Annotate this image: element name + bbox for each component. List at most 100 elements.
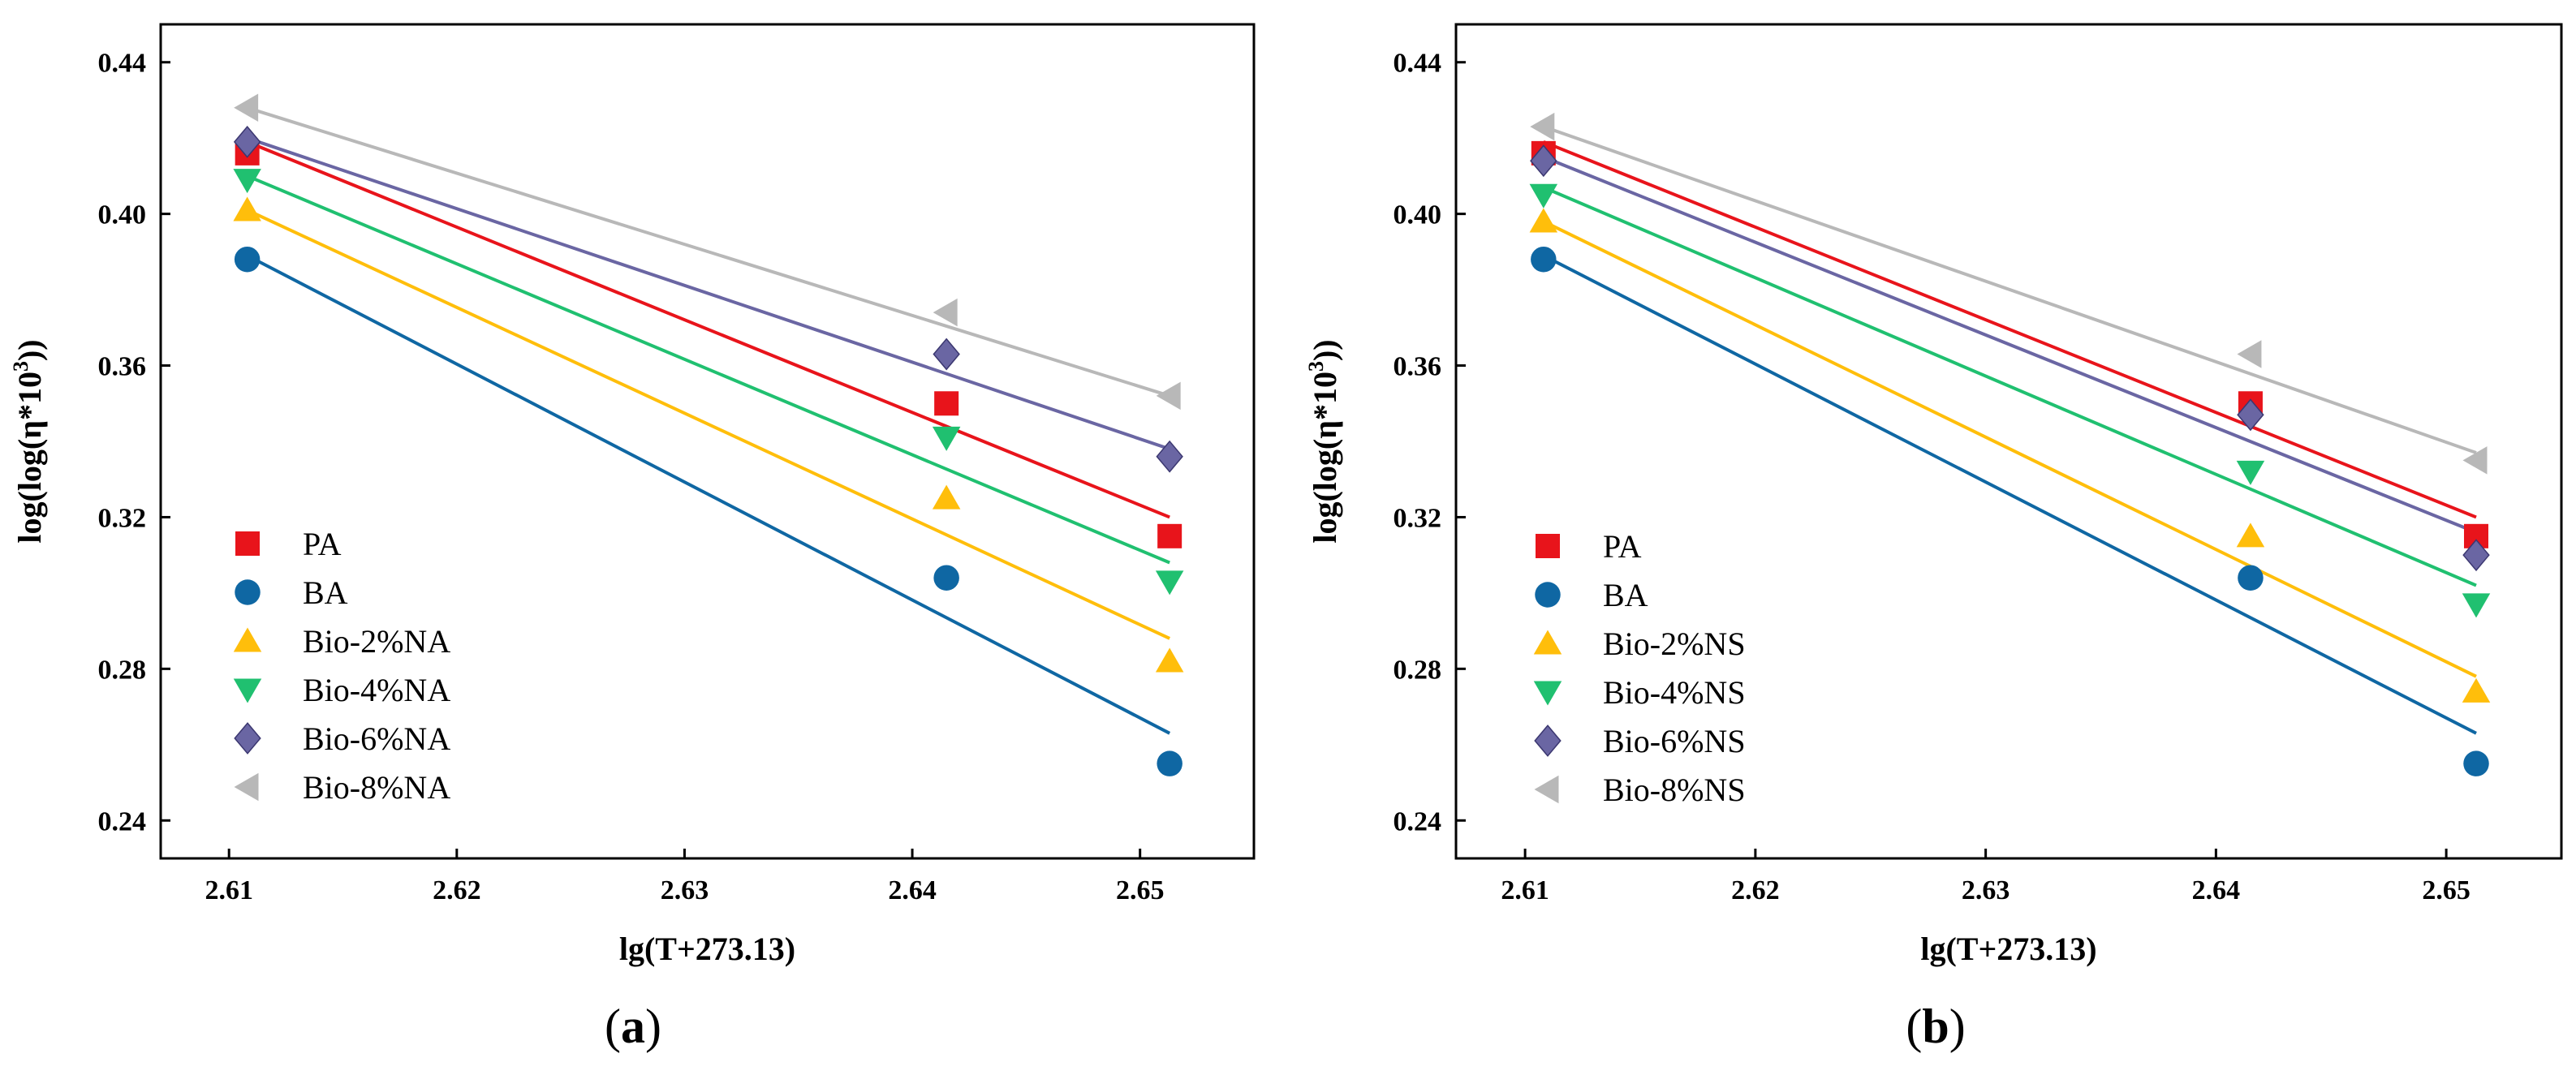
x-tick-label: 2.64 <box>2192 875 2241 905</box>
data-point-Bio-4%NA <box>233 169 261 194</box>
y-tick-label: 0.44 <box>1394 49 1442 79</box>
caption-open: ( <box>1906 1000 1922 1053</box>
y-tick-label: 0.36 <box>98 352 147 382</box>
legend-label: Bio-4%NA <box>303 672 450 708</box>
legend-label: Bio-6%NS <box>1603 723 1746 759</box>
fit-line-Bio-8%NS <box>1543 125 2477 454</box>
x-tick-label: 2.65 <box>1116 875 1165 905</box>
data-point-PA <box>934 391 959 416</box>
data-point-Bio-4%NS <box>1529 183 1558 209</box>
data-point-Bio-2%NA <box>233 196 261 221</box>
y-tick-label: 0.28 <box>98 655 147 685</box>
y-tick-label: 0.32 <box>1394 503 1442 533</box>
data-point-PA <box>1157 523 1182 548</box>
legend-label: Bio-4%NS <box>1603 674 1746 711</box>
plot-frame <box>1454 23 2563 860</box>
data-point-Bio-2%NS <box>2236 522 2265 548</box>
y-tick-label: 0.36 <box>1394 352 1442 382</box>
x-axis-title: lg(T+273.13) <box>1920 931 2096 967</box>
x-tick-label: 2.64 <box>888 875 937 905</box>
x-axis-title: lg(T+273.13) <box>619 931 795 967</box>
fit-line-Bio-2%NA <box>246 209 1171 640</box>
data-point-Bio-6%NA <box>233 125 261 158</box>
caption-letter: a <box>621 1000 645 1053</box>
y-axis-title-superscript: 3 <box>9 361 32 372</box>
panel-b: 2.61 2.62 2.63 2.64 2.65 0.24 0.28 0.32 0.36 0.40… <box>1304 23 2563 1053</box>
legend-label: Bio-6%NA <box>303 720 450 757</box>
legend-marker-Bio-8%NS <box>1534 775 1559 804</box>
data-point-Bio-8%NS <box>2237 340 2262 368</box>
data-point-Bio-6%NS <box>1530 144 1557 178</box>
legend-marker-BA <box>1535 582 1561 608</box>
y-tick-label: 0.24 <box>1394 806 1442 836</box>
legend-marker-Bio-2%NS <box>1533 630 1562 655</box>
legend-marker-PA <box>1536 534 1560 558</box>
data-point-Bio-4%NS <box>2462 593 2491 618</box>
caption-letter: b <box>1922 1000 1949 1053</box>
legend-marker-Bio-6%NA <box>234 722 261 755</box>
fit-line-BA <box>1542 254 2477 735</box>
data-point-Bio-4%NS <box>2236 460 2265 485</box>
data-point-BA <box>1157 750 1182 776</box>
plot-frame <box>159 23 1256 860</box>
fit-line-Bio-6%NS <box>1543 155 2477 535</box>
legend-marker-PA <box>235 531 260 556</box>
data-point-Bio-8%NA <box>234 93 259 123</box>
data-point-Bio-8%NS <box>2462 446 2488 475</box>
legend-label: Bio-2%NS <box>1603 626 1746 662</box>
data-point-Bio-6%NA <box>933 338 960 371</box>
x-tick-label: 2.63 <box>1962 875 2010 905</box>
y-axis-title-suffix: )) <box>11 339 48 361</box>
x-tick-label: 2.62 <box>433 875 481 905</box>
panel-caption: (b) <box>1906 1000 1965 1053</box>
y-tick-label: 0.24 <box>98 806 147 836</box>
fit-line-Bio-8%NA <box>247 105 1170 398</box>
fit-line-PA <box>1543 140 2477 519</box>
legend-marker-Bio-4%NA <box>233 678 262 703</box>
y-tick-label: 0.28 <box>1394 655 1442 685</box>
x-tick-label: 2.61 <box>205 875 253 905</box>
x-tick-label: 2.62 <box>1731 875 1780 905</box>
data-point-BA <box>1531 246 1557 273</box>
fit-line-Bio-4%NA <box>246 174 1170 565</box>
y-tick-label: 0.32 <box>98 503 147 533</box>
data-point-Bio-4%NA <box>1155 570 1184 596</box>
data-point-Bio-8%NA <box>1156 381 1181 411</box>
data-point-Bio-8%NA <box>933 298 958 327</box>
y-axis-title-prefix: log(log(η*10 <box>1307 372 1343 544</box>
y-axis-title: log(log(η*103)) <box>9 339 48 543</box>
legend-label: Bio-8%NA <box>303 769 450 806</box>
caption-open: ( <box>605 1000 621 1053</box>
data-point-Bio-6%NA <box>1156 440 1183 473</box>
y-axis-title: log(log(η*103)) <box>1304 339 1343 543</box>
legend-label: BA <box>303 574 348 611</box>
data-point-BA <box>234 246 261 273</box>
legend-label: PA <box>1603 528 1642 565</box>
fit-line-Bio-2%NS <box>1542 220 2477 678</box>
legend-marker-BA <box>235 579 261 605</box>
data-point-Bio-2%NA <box>932 484 961 510</box>
legend-label: Bio-8%NS <box>1603 772 1746 808</box>
x-tick-label: 2.65 <box>2422 875 2470 905</box>
data-point-Bio-2%NS <box>1529 208 1558 233</box>
y-axis-title-suffix: )) <box>1307 339 1343 361</box>
fit-line-PA <box>246 140 1170 519</box>
panel-caption: (a) <box>605 1000 661 1053</box>
x-tick-label: 2.61 <box>1501 875 1549 905</box>
y-tick-label: 0.44 <box>98 49 147 79</box>
y-tick-label: 0.40 <box>98 200 147 230</box>
legend-marker-Bio-2%NA <box>233 627 262 652</box>
y-axis-title-prefix: log(log(η*10 <box>11 372 48 544</box>
legend-label: BA <box>1603 577 1648 613</box>
data-point-Bio-6%NS <box>2237 398 2264 432</box>
data-point-Bio-8%NS <box>1530 112 1555 141</box>
x-tick-label: 2.63 <box>661 875 709 905</box>
caption-close: ) <box>645 1000 661 1053</box>
data-point-BA <box>2463 750 2489 776</box>
fit-line-Bio-4%NS <box>1543 186 2477 587</box>
legend-marker-Bio-8%NA <box>234 772 259 802</box>
caption-close: ) <box>1949 1000 1966 1053</box>
legend-label: PA <box>303 526 342 562</box>
fit-line-BA <box>246 254 1171 735</box>
